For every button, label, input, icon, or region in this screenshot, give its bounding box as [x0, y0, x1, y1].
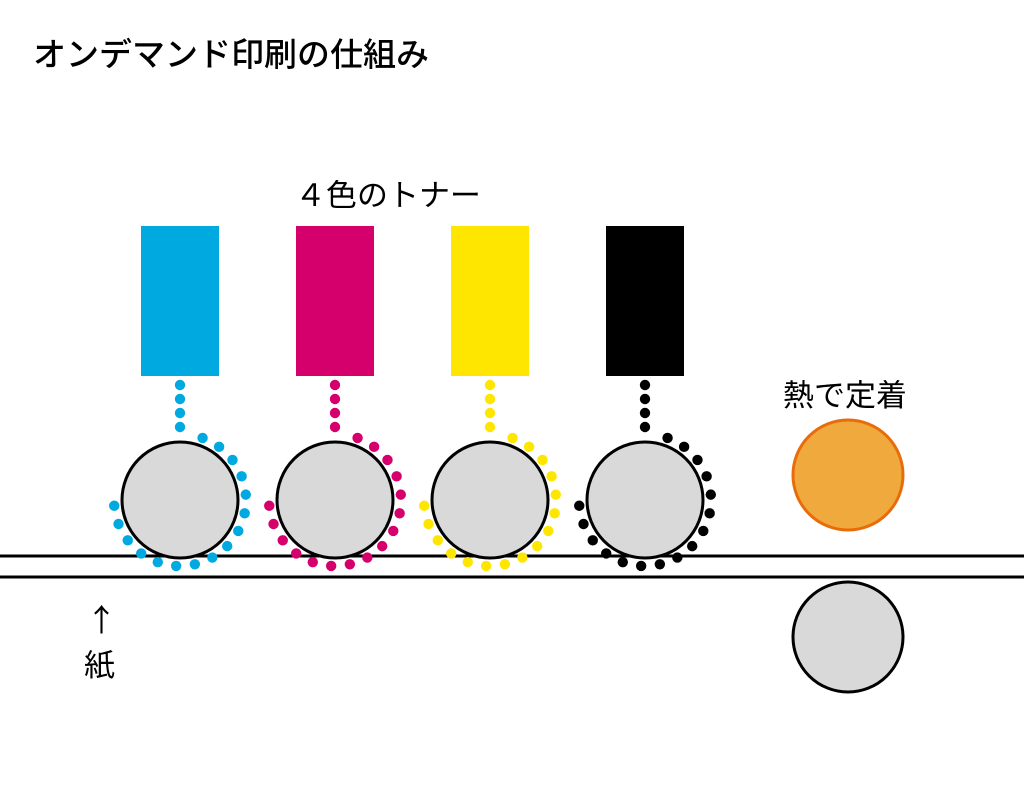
toner-dot	[481, 561, 491, 571]
toner-dot	[433, 535, 443, 545]
toner-dot	[233, 526, 243, 536]
toner-dot	[222, 541, 232, 551]
toner-cartridge	[141, 226, 219, 376]
toner-dot	[153, 557, 163, 567]
toner-dot	[551, 489, 561, 499]
toner-dot	[419, 501, 429, 511]
toner-dot	[672, 552, 682, 562]
toner-dot	[524, 442, 534, 452]
drum-roller	[587, 442, 703, 558]
toner-dot	[546, 471, 556, 481]
toner-dot	[352, 433, 362, 443]
toner-dot	[345, 559, 355, 569]
toner-cartridge	[296, 226, 374, 376]
toner-dot	[574, 501, 584, 511]
toner-dot	[377, 541, 387, 551]
toner-dot	[330, 394, 340, 404]
toner-dot	[662, 433, 672, 443]
toner-dot	[507, 433, 517, 443]
toner-dot	[636, 561, 646, 571]
toner-dot	[382, 455, 392, 465]
toner-dot	[171, 561, 181, 571]
toner-dot	[362, 552, 372, 562]
toner-dot	[485, 408, 495, 418]
toner-cartridge	[606, 226, 684, 376]
toner-dot	[578, 519, 588, 529]
toner-dot	[537, 455, 547, 465]
toner-dot	[214, 442, 224, 452]
toner-dot	[264, 501, 274, 511]
toner-dot	[227, 455, 237, 465]
toner-dot	[687, 541, 697, 551]
toner-dot	[136, 548, 146, 558]
toner-dot	[704, 508, 714, 518]
toner-dot	[698, 526, 708, 536]
toner-dot	[588, 535, 598, 545]
toner-dot	[532, 541, 542, 551]
fuser-top-roller	[793, 420, 903, 530]
toner-dot	[175, 408, 185, 418]
toner-dot	[618, 557, 628, 567]
drum-roller	[122, 442, 238, 558]
toner-dot	[640, 394, 650, 404]
toner-dot	[278, 535, 288, 545]
fuser-bottom-roller	[793, 582, 903, 692]
toner-dot	[679, 442, 689, 452]
toner-dot	[123, 535, 133, 545]
toner-dot	[207, 552, 217, 562]
toner-dot	[396, 489, 406, 499]
toner-dot	[175, 422, 185, 432]
toner-dot	[463, 557, 473, 567]
toner-dot	[109, 501, 119, 511]
toner-dot	[326, 561, 336, 571]
toner-dot	[197, 433, 207, 443]
toner-dot	[330, 408, 340, 418]
toner-dot	[601, 548, 611, 558]
toner-dot	[330, 422, 340, 432]
drum-roller	[277, 442, 393, 558]
toner-dot	[485, 380, 495, 390]
toner-dot	[640, 408, 650, 418]
toner-dot	[692, 455, 702, 465]
toner-dot	[175, 380, 185, 390]
toner-dot	[113, 519, 123, 529]
toner-dot	[239, 508, 249, 518]
toner-dot	[706, 489, 716, 499]
toner-cartridge	[451, 226, 529, 376]
toner-dot	[701, 471, 711, 481]
toner-dot	[549, 508, 559, 518]
toner-dot	[543, 526, 553, 536]
toner-dot	[175, 394, 185, 404]
toner-dot	[517, 552, 527, 562]
toner-dot	[640, 422, 650, 432]
toner-dot	[388, 526, 398, 536]
toner-dot	[190, 559, 200, 569]
printing-diagram	[0, 0, 1024, 793]
toner-dot	[500, 559, 510, 569]
toner-dot	[485, 422, 495, 432]
toner-dot	[655, 559, 665, 569]
toner-dot	[394, 508, 404, 518]
toner-dot	[236, 471, 246, 481]
toner-dot	[330, 380, 340, 390]
drum-roller	[432, 442, 548, 558]
toner-dot	[291, 548, 301, 558]
toner-dot	[268, 519, 278, 529]
toner-dot	[391, 471, 401, 481]
toner-dot	[423, 519, 433, 529]
toner-dot	[241, 489, 251, 499]
toner-dot	[640, 380, 650, 390]
toner-dot	[446, 548, 456, 558]
toner-dot	[308, 557, 318, 567]
toner-dot	[485, 394, 495, 404]
toner-dot	[369, 442, 379, 452]
